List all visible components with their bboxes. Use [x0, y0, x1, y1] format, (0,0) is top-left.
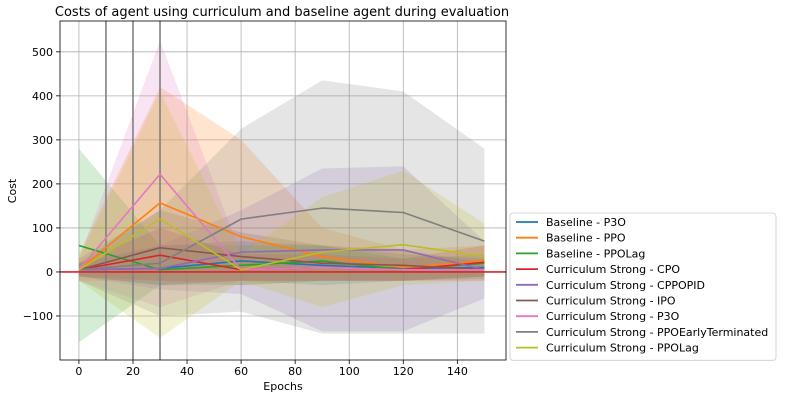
- y-tick-label: 200: [32, 178, 53, 191]
- legend-entry: Curriculum Strong - P3O: [546, 310, 680, 323]
- confidence-band: [78, 148, 485, 343]
- y-tick-label: 500: [32, 46, 53, 59]
- series-line: [78, 207, 485, 271]
- y-tick-label: −100: [23, 310, 53, 323]
- x-tick-label: 80: [288, 365, 302, 378]
- legend-entry: Baseline - P3O: [546, 216, 626, 229]
- series-lines: [78, 173, 485, 271]
- x-axis-ticks: 0 20 40 60 80 100 120 140: [75, 360, 468, 378]
- x-tick-label: 60: [234, 365, 248, 378]
- series-line: [78, 246, 485, 271]
- confidence-band: [78, 91, 485, 338]
- legend-entry: Curriculum Strong - PPOLag: [546, 342, 699, 355]
- legend-box: [509, 212, 777, 361]
- x-tick-label: 0: [75, 365, 82, 378]
- series-line: [78, 218, 485, 271]
- y-tick-label: 400: [32, 90, 53, 103]
- legend-entry: Baseline - PPO: [546, 232, 626, 245]
- confidence-band: [78, 80, 485, 334]
- x-tick-label: 20: [126, 365, 140, 378]
- legend-entry: Curriculum Strong - PPOEarlyTerminated: [546, 326, 768, 339]
- y-axis-label: Cost: [6, 178, 19, 203]
- plot-area: [60, 21, 506, 360]
- series-line: [78, 173, 485, 271]
- x-axis-label: Epochs: [263, 380, 303, 393]
- series-line: [78, 249, 485, 271]
- plot-frame: [59, 20, 507, 361]
- confidence-band: [78, 166, 485, 332]
- legend-entry: Baseline - PPOLag: [546, 247, 645, 260]
- confidence-band: [78, 87, 485, 286]
- legend-entry: Curriculum Strong - CPPOPID: [546, 279, 705, 292]
- legend-entry: Curriculum Strong - IPO: [546, 295, 676, 308]
- confidence-band: [78, 40, 485, 308]
- x-tick-label: 100: [339, 365, 360, 378]
- y-tick-label: 100: [32, 222, 53, 235]
- y-tick-label: 0: [46, 266, 53, 279]
- y-tick-label: 300: [32, 134, 53, 147]
- x-tick-label: 120: [393, 365, 414, 378]
- curriculum-marker-lines: [105, 21, 161, 360]
- legend: Baseline - P3O Baseline - PPO Baseline - P…: [509, 212, 777, 361]
- y-axis-ticks: −100 0 100 200 300 400 500: [23, 46, 60, 323]
- chart-title: Costs of agent using curriculum and base…: [55, 5, 509, 20]
- legend-entry: Curriculum Strong - CPO: [546, 263, 680, 276]
- x-tick-label: 140: [447, 365, 468, 378]
- x-tick-label: 40: [180, 365, 194, 378]
